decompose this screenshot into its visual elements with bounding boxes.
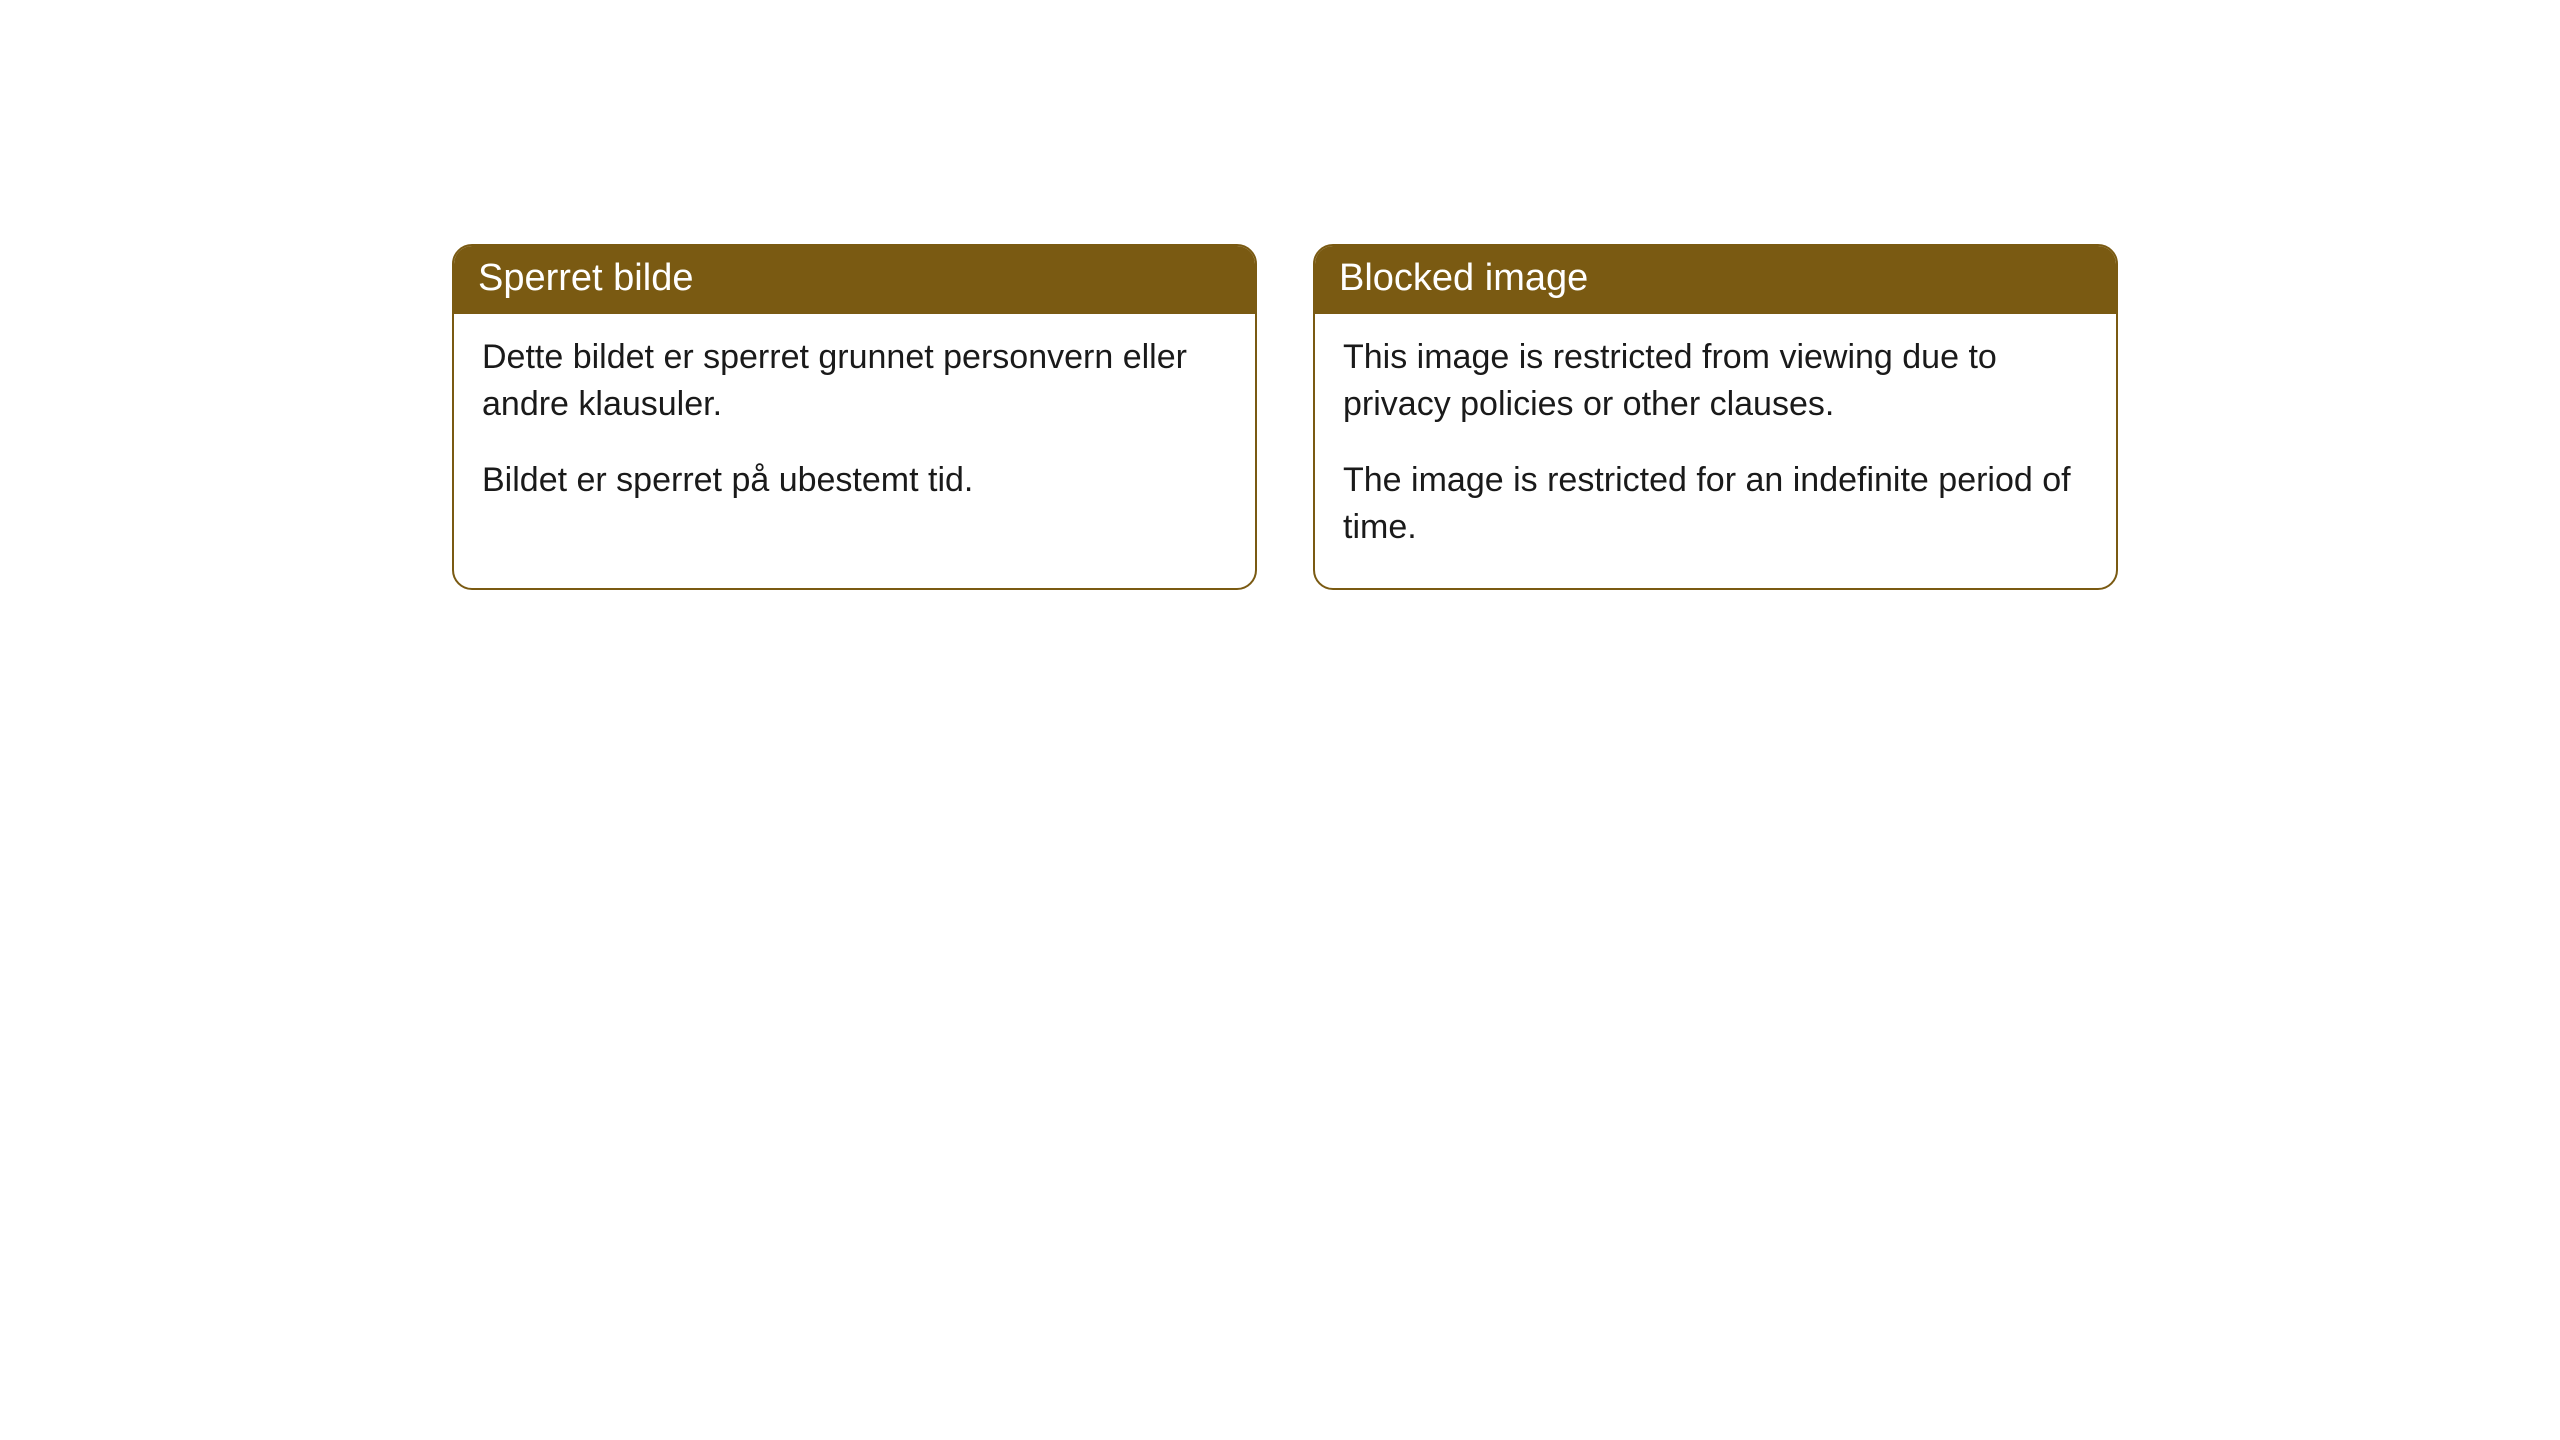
card-header: Blocked image	[1315, 246, 2116, 314]
notice-card-norwegian: Sperret bilde Dette bildet er sperret gr…	[452, 244, 1257, 590]
card-paragraph: The image is restricted for an indefinit…	[1343, 457, 2088, 552]
notice-card-english: Blocked image This image is restricted f…	[1313, 244, 2118, 590]
notice-container: Sperret bilde Dette bildet er sperret gr…	[452, 244, 2118, 590]
card-header: Sperret bilde	[454, 246, 1255, 314]
card-paragraph: Dette bildet er sperret grunnet personve…	[482, 334, 1227, 429]
card-title: Blocked image	[1339, 257, 1588, 299]
card-body: Dette bildet er sperret grunnet personve…	[454, 314, 1255, 541]
card-paragraph: Bildet er sperret på ubestemt tid.	[482, 457, 1227, 505]
card-title: Sperret bilde	[478, 257, 693, 299]
card-body: This image is restricted from viewing du…	[1315, 314, 2116, 588]
card-paragraph: This image is restricted from viewing du…	[1343, 334, 2088, 429]
